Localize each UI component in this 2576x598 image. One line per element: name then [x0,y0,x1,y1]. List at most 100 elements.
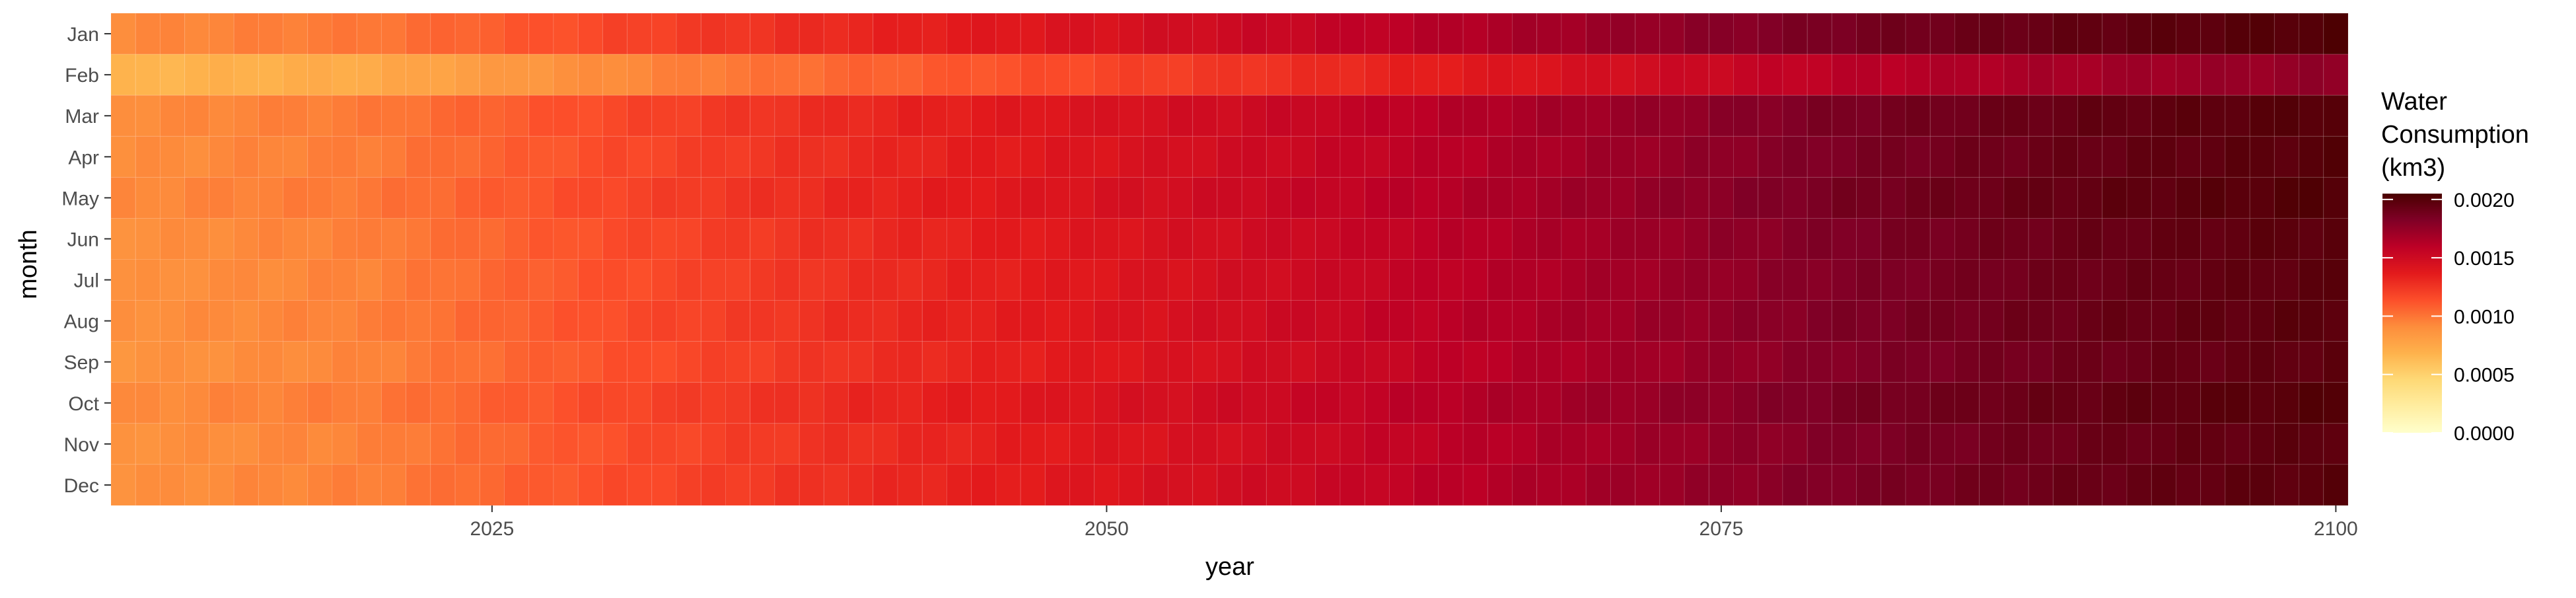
heatmap-cell [332,423,357,465]
heatmap-cell [1438,341,1464,383]
heatmap-cell [1413,341,1439,383]
heatmap-cell [528,382,554,424]
y-axis-labels: Jan Feb Mar Apr May Jun Jul Aug Sep Oct Nov Dec [61,24,99,497]
heatmap-cell [454,13,480,55]
heatmap-cell [1536,423,1562,465]
heatmap-cell [1659,382,1685,424]
heatmap-cell [2102,464,2128,506]
heatmap-cell [1364,382,1390,424]
heatmap-cell [356,135,382,178]
heatmap-cell [528,217,554,260]
heatmap-cell [1610,176,1636,219]
heatmap-cell [2273,135,2300,178]
heatmap-cell [1118,217,1144,260]
heatmap-cell [1708,300,1735,342]
heatmap-cell [1217,135,1242,178]
heatmap-cell [1733,423,1759,465]
heatmap-cell [110,423,136,465]
heatmap-cell [700,341,726,383]
heatmap-cell [209,176,234,219]
heatmap-cell [897,300,923,342]
heatmap-cell [1585,94,1611,137]
heatmap-cell [1733,135,1759,178]
heatmap-cell [2200,382,2226,424]
heatmap-cell [1536,176,1562,219]
heatmap-cell [971,94,997,137]
heatmap-cell [1635,217,1661,260]
heatmap-cell [700,13,726,55]
heatmap-cell [1291,382,1316,424]
heatmap-cell [1241,54,1267,96]
heatmap-cell [356,341,382,383]
heatmap-cell [2151,13,2176,55]
heatmap-cell [799,13,824,55]
heatmap-cell [356,382,382,424]
heatmap-cell [184,217,210,260]
heatmap-cell [479,464,505,506]
heatmap-cell [2003,54,2029,96]
heatmap-cell [1758,94,1783,137]
heatmap-cell [1020,259,1046,301]
heatmap-cell [2052,176,2079,219]
heatmap-cell [479,135,505,178]
heatmap-cell [848,464,874,506]
y-tick-label: Apr [68,147,99,168]
heatmap-cell [1585,382,1611,424]
heatmap-cell [1143,135,1168,178]
heatmap-cell [1905,341,1931,383]
heatmap-cell [1315,464,1341,506]
heatmap-cell [651,423,677,465]
heatmap-cell [380,300,407,342]
heatmap-cell [233,217,259,260]
heatmap-cell [2299,135,2324,178]
heatmap-cell [676,217,701,260]
heatmap-cell [2225,382,2250,424]
heatmap-cell [1905,176,1931,219]
heatmap-cell [159,94,186,137]
heatmap-cell [1020,341,1046,383]
heatmap-cell [1684,464,1709,506]
heatmap-cell [1487,217,1513,260]
heatmap-cell [823,382,849,424]
heatmap-cell [1512,176,1538,219]
heatmap-cell [283,94,308,137]
heatmap-cell [1536,94,1562,137]
heatmap-cell [1364,464,1390,506]
heatmap-cell [504,259,530,301]
heatmap-cell [1462,54,1488,96]
heatmap-cell [1561,341,1587,383]
heatmap-cell [1733,300,1759,342]
heatmap-cell [1167,423,1194,465]
heatmap-cell [873,217,898,260]
heatmap-cell [1340,341,1365,383]
heatmap-cell [1291,135,1316,178]
x-axis-ticks [491,505,2337,512]
heatmap-cell [1192,259,1218,301]
heatmap-cell [1241,135,1267,178]
heatmap-cell [971,341,997,383]
heatmap-cell [823,259,849,301]
heatmap-cell [577,176,603,219]
heatmap-cell [1758,54,1783,96]
heatmap-cell [380,54,407,96]
heatmap-cell [307,464,333,506]
heatmap-cell [332,382,357,424]
heatmap-cell [921,423,947,465]
heatmap-cell [406,135,431,178]
heatmap-cell [1020,135,1046,178]
heatmap-cell [430,94,456,137]
heatmap-cell [577,259,603,301]
heatmap-cell [1462,341,1488,383]
y-tick-label: May [61,188,99,209]
heatmap-cell [1094,300,1120,342]
heatmap-cell [946,382,972,424]
heatmap-cell [1905,259,1931,301]
x-tick-label: 2100 [2314,518,2358,540]
heatmap-cell [1856,54,1882,96]
heatmap-cell [1708,13,1735,55]
heatmap-cell [159,382,186,424]
heatmap-cell [406,423,431,465]
heatmap-cell [1782,423,1808,465]
heatmap-cell [2077,94,2103,137]
heatmap-cell [135,464,161,506]
